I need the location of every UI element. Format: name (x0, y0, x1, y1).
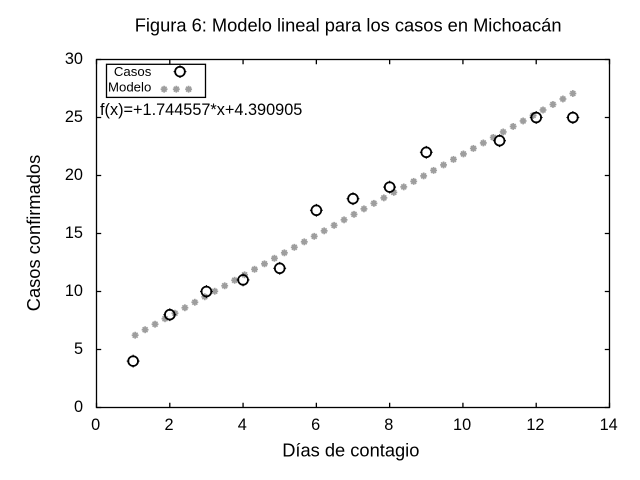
svg-text:10: 10 (453, 416, 471, 434)
svg-text:30: 30 (65, 50, 83, 68)
svg-text:0: 0 (91, 416, 100, 434)
svg-text:f(x)=+1.744557*x+4.390905: f(x)=+1.744557*x+4.390905 (100, 101, 302, 119)
svg-text:2: 2 (164, 416, 173, 434)
svg-text:6: 6 (311, 416, 320, 434)
svg-text:Modelo: Modelo (108, 80, 151, 95)
svg-text:Casos: Casos (114, 64, 152, 79)
svg-text:5: 5 (74, 340, 83, 358)
svg-text:Días de contagio: Días de contagio (282, 440, 419, 461)
svg-text:4: 4 (238, 416, 247, 434)
svg-text:12: 12 (526, 416, 544, 434)
svg-text:Figura 6: Modelo lineal para l: Figura 6: Modelo lineal para los casos e… (135, 14, 562, 35)
svg-text:25: 25 (65, 108, 83, 126)
svg-text:Casos confirmados: Casos confirmados (23, 155, 44, 311)
svg-text:8: 8 (384, 416, 393, 434)
svg-text:15: 15 (65, 224, 83, 242)
svg-text:14: 14 (600, 416, 618, 434)
svg-text:0: 0 (74, 398, 83, 416)
svg-text:10: 10 (65, 282, 83, 300)
svg-text:20: 20 (65, 166, 83, 184)
